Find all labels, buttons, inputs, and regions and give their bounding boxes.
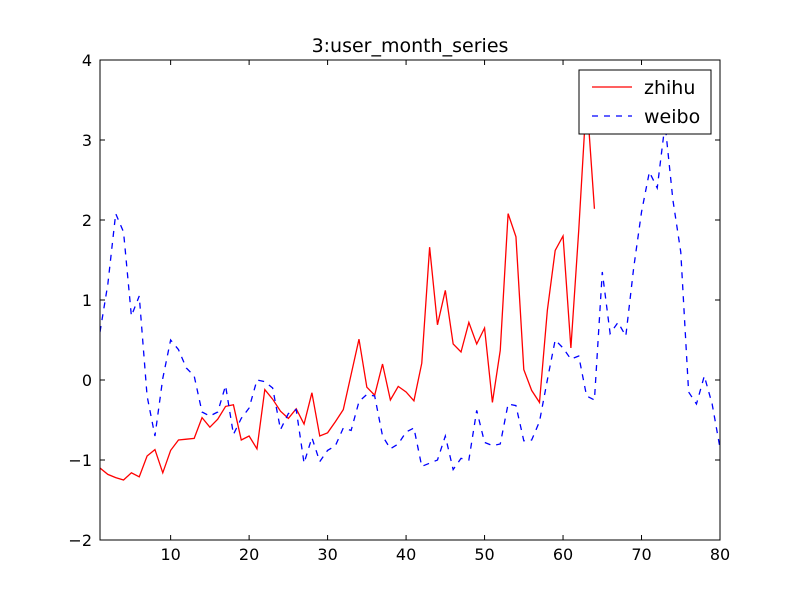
y-tick-label: 4 — [82, 51, 92, 70]
x-tick-label: 60 — [553, 545, 573, 564]
legend: zhihu weibo — [578, 69, 712, 135]
y-tick-label: 0 — [82, 371, 92, 390]
x-tick-label: 50 — [474, 545, 494, 564]
x-tick-label: 20 — [239, 545, 259, 564]
legend-box — [578, 69, 712, 135]
x-tick-label: 30 — [317, 545, 337, 564]
legend-label-weibo: weibo — [644, 106, 700, 128]
series-line-zhihu — [100, 95, 596, 481]
x-tick-label: 10 — [160, 545, 180, 564]
y-tick-label: 1 — [82, 291, 92, 310]
y-tick-label: −2 — [68, 531, 92, 550]
x-tick-label: 70 — [631, 545, 651, 564]
y-tick-label: 3 — [82, 131, 92, 150]
y-tick-label: 2 — [82, 211, 92, 230]
x-tick-label: 80 — [710, 545, 730, 564]
x-tick-label: 40 — [396, 545, 416, 564]
legend-label-zhihu: zhihu — [644, 77, 695, 99]
axes: 10 20 30 40 50 60 70 80 −2 −1 0 1 2 3 4 — [68, 51, 730, 564]
plot-lines — [100, 95, 720, 481]
y-tick-label: −1 — [68, 451, 92, 470]
chart-title: 3:user_month_series — [312, 35, 509, 57]
series-line-weibo — [100, 123, 720, 472]
